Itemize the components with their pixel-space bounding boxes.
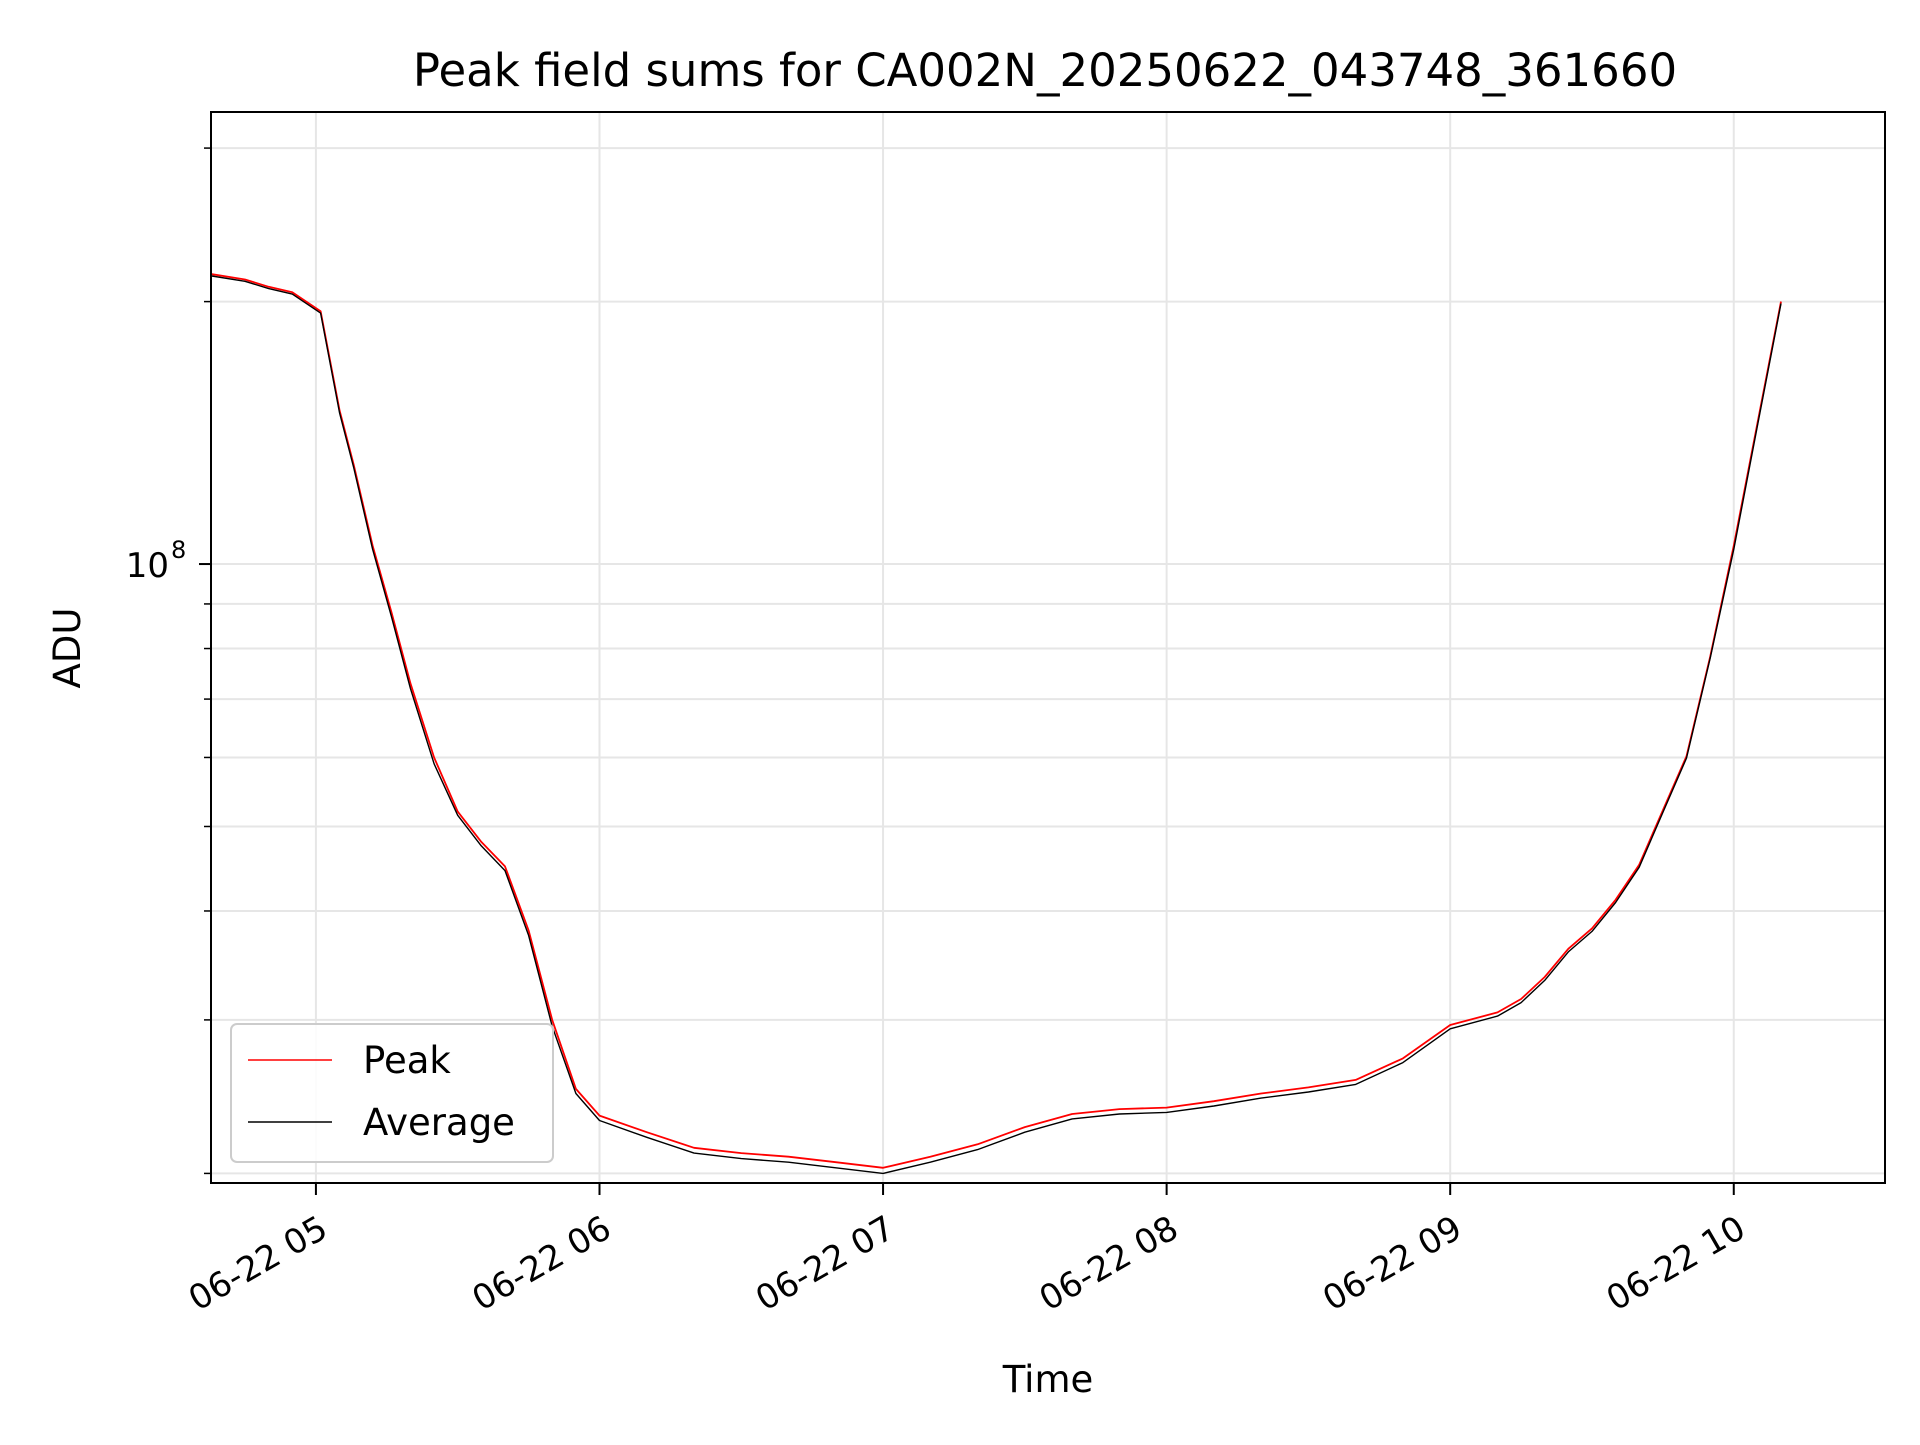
chart-title: Peak field sums for CA002N_20250622_0437… — [413, 44, 1677, 97]
y-tick-label-base: 10 — [126, 546, 169, 586]
series-line-average — [211, 275, 1782, 1175]
y-axis: 10 8 — [126, 147, 211, 1175]
plot-frame — [210, 111, 1886, 1184]
series-line-peak — [211, 273, 1782, 1169]
y-tick-label-exponent: 8 — [171, 536, 186, 564]
series-lines — [211, 273, 1782, 1175]
legend-label-peak: Peak — [363, 1039, 451, 1082]
legend-box — [230, 1023, 554, 1163]
legend: Peak Average — [230, 1023, 554, 1163]
x-axis-label: Time — [1002, 1358, 1094, 1401]
y-axis-label: ADU — [46, 608, 89, 689]
legend-label-average: Average — [363, 1101, 515, 1144]
grid — [211, 112, 1885, 1183]
